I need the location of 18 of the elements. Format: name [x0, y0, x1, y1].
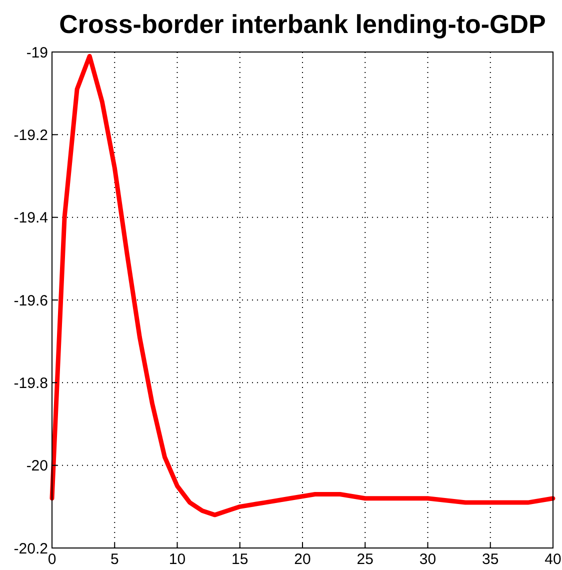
y-tick-label: -19.4	[14, 210, 48, 227]
y-tick-label: -20	[26, 458, 48, 475]
x-tick-label: 30	[419, 551, 436, 568]
y-tick-label: -19.2	[14, 126, 48, 144]
x-tick-label: 40	[544, 551, 562, 568]
y-tick-label: -19.6	[14, 292, 48, 310]
x-tick-label: 5	[110, 551, 119, 568]
y-tick-label: -19	[26, 44, 48, 62]
x-tick-label: 15	[232, 551, 248, 568]
y-tick-label: -20.2	[14, 540, 48, 558]
x-tick-label: 10	[168, 551, 186, 568]
x-tick-label: 20	[294, 551, 311, 568]
x-tick-label: 0	[48, 551, 56, 568]
y-tick-label: -19.8	[14, 374, 48, 392]
line-series	[50, 54, 556, 518]
x-tick-label: 25	[356, 551, 374, 568]
x-tick-label: 35	[482, 551, 499, 568]
chart-title: Cross-border interbank lending-to-GDP	[59, 9, 546, 39]
